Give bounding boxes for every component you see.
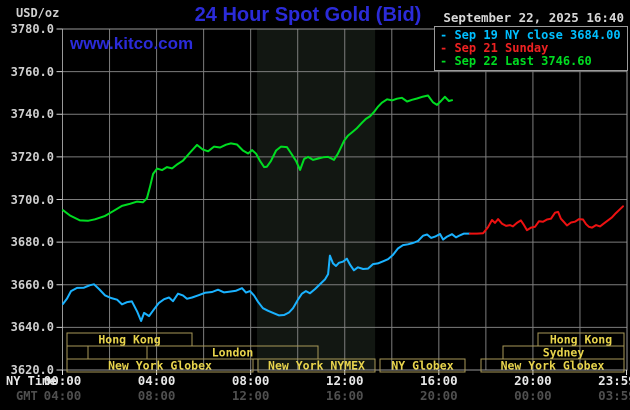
- x-axis-label-gmt: 20:00: [420, 388, 458, 403]
- session-box: [66, 345, 89, 360]
- x-axis-label-gmt: 12:00: [231, 388, 270, 403]
- ny-time-axis-label: NY Time: [6, 374, 57, 388]
- y-axis-label: 3640.0: [10, 320, 54, 335]
- y-axis-label: 3760.0: [10, 64, 54, 79]
- session-box-hong-kong-label: Hong Kong: [550, 333, 612, 347]
- series-line-sep-22-last-374660: [62, 94, 453, 222]
- x-axis-label-ny: 23:59: [598, 373, 630, 388]
- y-axis-label: 3680.0: [10, 235, 54, 250]
- session-box-ny-globex-label: NY Globex: [391, 359, 453, 373]
- x-axis-label-ny: 00:00: [43, 373, 82, 388]
- session-box-sydney-label: Sydney: [543, 346, 585, 360]
- chart-timestamp: September 22, 2025 16:40: [443, 10, 624, 25]
- session-box-ny-globex: [379, 358, 466, 373]
- y-axis-label: 3780.0: [10, 22, 54, 36]
- session-box: [87, 345, 148, 360]
- session-box-new-york-globex: [66, 358, 254, 373]
- chart-title: 24 Hour Spot Gold (Bid): [194, 4, 422, 26]
- session-box-london-label: London: [212, 346, 254, 360]
- y-axis-label: 3620.0: [10, 363, 54, 377]
- session-box-new-york-nymex-label: New York NYMEX: [268, 359, 365, 373]
- series-line-sep-19-ny-close-368400: [62, 232, 471, 322]
- y-axis-label: 3740.0: [10, 107, 54, 122]
- y-axis-label: 3660.0: [10, 277, 54, 292]
- legend-box: - Sep 19 NY close 3684.00- Sep 21 Sunday…: [434, 26, 628, 71]
- session-box-new-york-globex-label: New York Globex: [501, 359, 605, 373]
- legend-entry-2: - Sep 22 Last 3746.60: [440, 54, 592, 68]
- series-line-sep-21-sunday: [468, 205, 624, 235]
- gmt-axis-label: GMT: [16, 389, 38, 403]
- x-axis-label-gmt: 03:59: [598, 388, 630, 403]
- session-box-new-york-nymex: [257, 358, 376, 373]
- x-axis-label-gmt: 00:00: [514, 388, 552, 403]
- x-axis-label-gmt: 16:00: [325, 388, 364, 403]
- x-axis-label-ny: 20:00: [514, 373, 552, 388]
- y-axis-label: 3700.0: [10, 192, 54, 207]
- x-axis-label-gmt: 04:00: [43, 388, 82, 403]
- x-axis-label-gmt: 08:00: [137, 388, 176, 403]
- session-box-new-york-globex-label: New York Globex: [108, 359, 212, 373]
- session-box-hong-kong-label: Hong Kong: [98, 333, 160, 347]
- x-axis-label-ny: 16:00: [420, 373, 458, 388]
- y-axis-label: 3720.0: [10, 149, 54, 164]
- session-box-new-york-globex: [480, 358, 625, 373]
- legend-entry-1: - Sep 21 Sunday: [440, 41, 549, 55]
- x-axis-label-ny: 04:00: [137, 373, 176, 388]
- y-axis-unit-label: USD/oz: [16, 6, 60, 20]
- legend-entry-0: - Sep 19 NY close 3684.00: [440, 28, 621, 42]
- x-axis-label-ny: 08:00: [231, 373, 270, 388]
- kitco-website-link[interactable]: www.kitco.com: [70, 34, 194, 53]
- x-axis-label-ny: 12:00: [325, 373, 364, 388]
